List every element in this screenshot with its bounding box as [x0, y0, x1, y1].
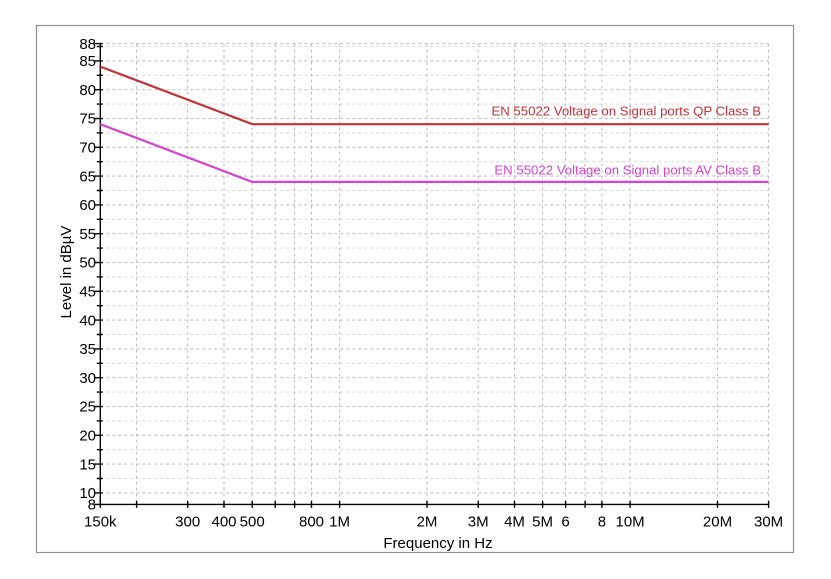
svg-text:500: 500: [240, 514, 265, 531]
svg-text:400: 400: [211, 514, 236, 531]
svg-text:2M: 2M: [417, 514, 438, 531]
svg-text:300: 300: [175, 514, 200, 531]
svg-text:5M: 5M: [532, 514, 553, 531]
svg-text:150k: 150k: [84, 514, 117, 531]
svg-text:8: 8: [88, 497, 96, 514]
svg-text:25: 25: [79, 399, 96, 416]
svg-text:35: 35: [79, 341, 96, 358]
svg-text:10: 10: [79, 485, 96, 502]
svg-text:40: 40: [79, 312, 96, 329]
svg-text:88: 88: [79, 36, 96, 53]
svg-text:3M: 3M: [468, 514, 489, 531]
svg-text:4M: 4M: [504, 514, 525, 531]
svg-text:20: 20: [79, 428, 96, 445]
svg-text:1M: 1M: [329, 514, 350, 531]
svg-text:80: 80: [79, 82, 96, 99]
svg-text:10M: 10M: [616, 514, 645, 531]
svg-text:6: 6: [561, 514, 569, 531]
svg-text:Frequency in Hz: Frequency in Hz: [383, 535, 492, 552]
svg-text:30: 30: [79, 370, 96, 387]
svg-text:70: 70: [79, 140, 96, 157]
svg-text:EN 55022 Voltage on Signal por: EN 55022 Voltage on Signal ports AV Clas…: [494, 163, 761, 178]
svg-text:50: 50: [79, 255, 96, 272]
svg-text:55: 55: [79, 226, 96, 243]
svg-text:75: 75: [79, 111, 96, 128]
svg-text:85: 85: [79, 53, 96, 70]
svg-text:65: 65: [79, 168, 96, 185]
svg-text:EN 55022 Voltage on Signal por: EN 55022 Voltage on Signal ports QP Clas…: [491, 104, 761, 119]
svg-text:15: 15: [79, 456, 96, 473]
svg-text:30M: 30M: [754, 514, 783, 531]
svg-text:60: 60: [79, 197, 96, 214]
svg-text:Level in dBµV: Level in dBµV: [58, 226, 75, 319]
svg-text:20M: 20M: [703, 514, 732, 531]
svg-text:800: 800: [299, 514, 324, 531]
svg-text:8: 8: [598, 514, 606, 531]
svg-text:45: 45: [79, 284, 96, 301]
